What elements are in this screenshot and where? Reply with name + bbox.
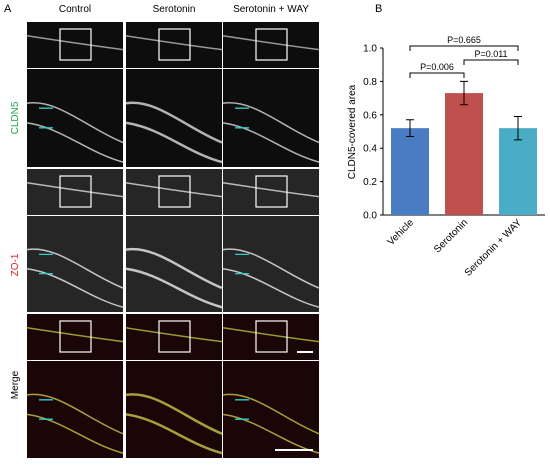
- x-tick-label: Serotonin: [432, 217, 470, 255]
- vessel: [26, 102, 124, 163]
- bracket: [39, 399, 53, 420]
- vessel: [125, 101, 223, 164]
- error-bar: [514, 115, 522, 141]
- column-label: Control: [59, 4, 91, 15]
- y-tick-label: 0.4: [363, 144, 377, 155]
- bracket: [235, 107, 249, 129]
- panel-label: A: [4, 3, 12, 15]
- inset-box: [59, 320, 92, 353]
- bracket: [235, 399, 249, 420]
- bracket: [235, 253, 249, 275]
- significance-bracket: [463, 59, 519, 65]
- error-bar: [460, 80, 468, 106]
- vessel: [26, 35, 124, 51]
- y-axis-label: CLDN5-covered area: [347, 84, 358, 179]
- inset-box: [255, 175, 288, 208]
- vessel: [26, 182, 124, 198]
- bar: [499, 128, 537, 215]
- p-value: P=0.011: [474, 49, 507, 59]
- y-tick-label: 1.0: [363, 44, 377, 55]
- vessel: [125, 327, 223, 343]
- y-tick-label: 0.6: [363, 110, 377, 121]
- vessel: [222, 182, 320, 198]
- vessel: [26, 248, 124, 308]
- inset-box: [255, 320, 288, 353]
- inset-box: [158, 175, 191, 208]
- inset-box: [59, 28, 92, 61]
- panel-label: B: [375, 3, 382, 15]
- micrograph: [223, 361, 319, 458]
- bracket: [39, 107, 53, 129]
- p-value: P=0.665: [447, 35, 481, 45]
- error-bar: [406, 119, 414, 138]
- micrographs: Control Serotonin Serotonin + WAY CLDN5 ZO-1…: [10, 4, 320, 458]
- row-label: ZO-1: [10, 253, 21, 276]
- micrograph: [223, 69, 319, 167]
- vessel: [222, 102, 320, 163]
- micrograph: [27, 361, 123, 458]
- column-label: Serotonin: [153, 4, 196, 15]
- x-tick-label: Serotonin + WAY: [463, 217, 525, 279]
- bar: [391, 128, 429, 215]
- bracket: [39, 253, 53, 275]
- vessel: [26, 393, 124, 454]
- micrograph: [223, 216, 319, 312]
- vessel: [26, 327, 124, 343]
- row-label: CLDN5: [10, 101, 21, 134]
- x-tick-label: Vehicle: [386, 217, 417, 248]
- micrograph: [27, 69, 123, 167]
- vessel: [125, 35, 223, 51]
- vessel: [125, 182, 223, 198]
- bar-chart: 0.0 0.2 0.4 0.6 0.8 1.0 CLDN5-covered area Vehi…: [347, 35, 545, 279]
- significance-bracket: [409, 45, 519, 51]
- vessel: [222, 248, 320, 308]
- bar: [445, 93, 483, 215]
- inset-box: [158, 320, 191, 353]
- y-tick-label: 0.2: [363, 177, 377, 188]
- vessel: [125, 393, 223, 455]
- inset-box: [158, 28, 191, 61]
- vessel: [222, 327, 320, 343]
- inset-box: [59, 175, 92, 208]
- vessel: [222, 35, 320, 51]
- micrograph: [27, 216, 123, 312]
- inset-box: [255, 28, 288, 61]
- y-tick-label: 0.8: [363, 77, 377, 88]
- row-label: Merge: [10, 370, 21, 399]
- significance-bracket: [409, 72, 465, 78]
- column-label: Serotonin + WAY: [233, 4, 309, 15]
- vessel: [125, 247, 223, 309]
- p-value: P=0.006: [420, 62, 454, 72]
- y-tick-label: 0.0: [363, 211, 377, 222]
